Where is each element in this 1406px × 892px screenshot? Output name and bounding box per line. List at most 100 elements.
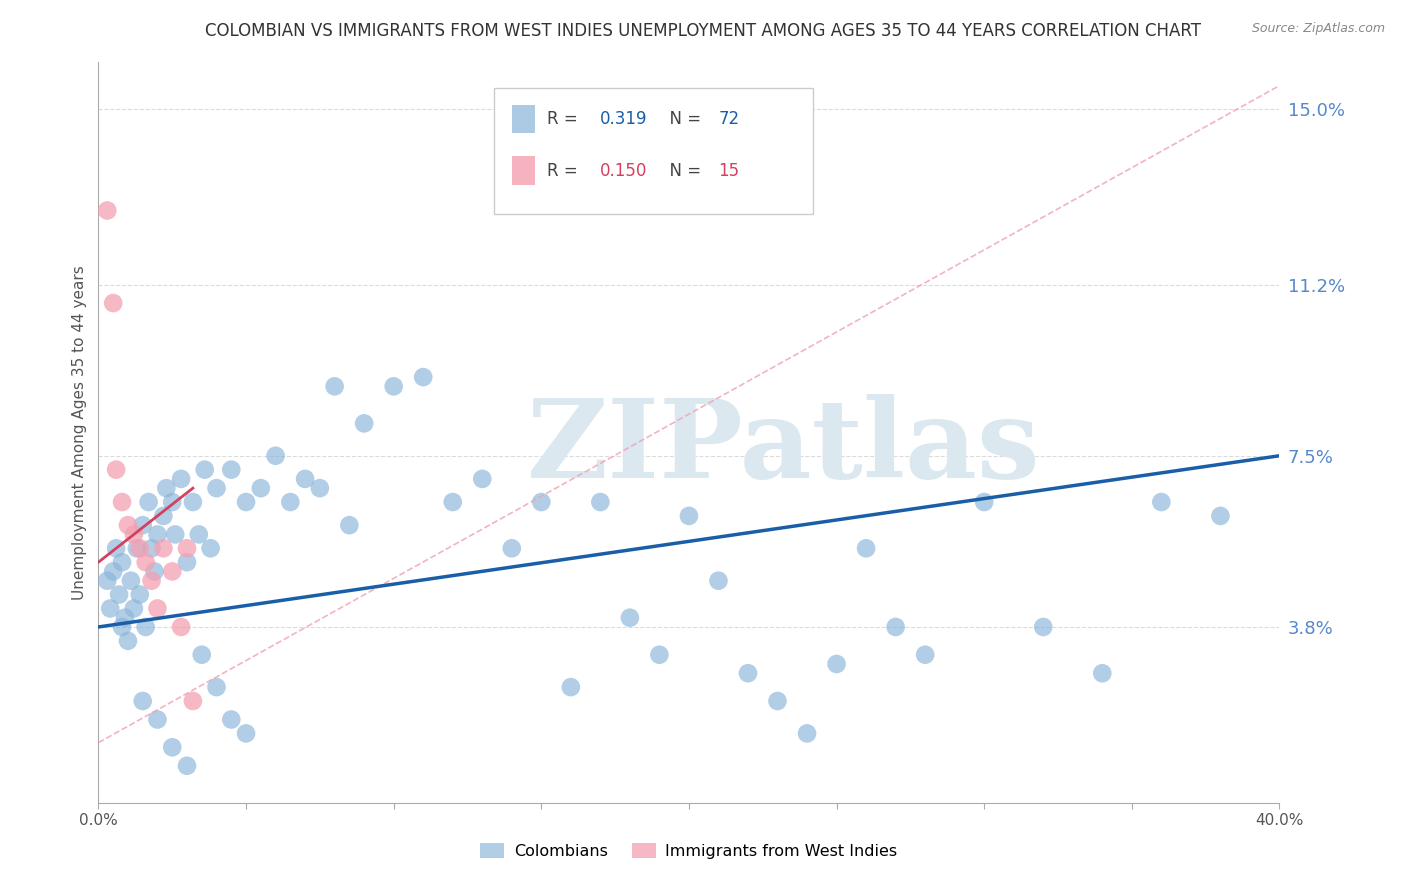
- Point: [323, 379, 346, 393]
- Text: R =: R =: [547, 110, 583, 128]
- Point: [181, 694, 204, 708]
- Point: [1091, 666, 1114, 681]
- Point: [103, 296, 125, 310]
- Point: [146, 601, 169, 615]
- Point: [141, 574, 163, 588]
- Point: [141, 541, 163, 556]
- Point: [737, 666, 759, 681]
- Point: [135, 620, 157, 634]
- Point: [250, 481, 273, 495]
- Point: [128, 588, 150, 602]
- Point: [766, 694, 789, 708]
- Point: [135, 555, 157, 569]
- Point: [280, 495, 302, 509]
- Text: COLOMBIAN VS IMMIGRANTS FROM WEST INDIES UNEMPLOYMENT AMONG AGES 35 TO 44 YEARS : COLOMBIAN VS IMMIGRANTS FROM WEST INDIES…: [205, 22, 1201, 40]
- Point: [176, 541, 198, 556]
- Point: [103, 565, 125, 579]
- Point: [205, 481, 228, 495]
- Point: [143, 565, 166, 579]
- Point: [111, 620, 134, 634]
- Point: [170, 472, 193, 486]
- Point: [855, 541, 877, 556]
- Legend: Colombians, Immigrants from West Indies: Colombians, Immigrants from West Indies: [474, 837, 904, 865]
- FancyBboxPatch shape: [494, 88, 813, 214]
- Point: [501, 541, 523, 556]
- Point: [170, 620, 193, 634]
- Point: [235, 495, 257, 509]
- Point: [471, 472, 494, 486]
- Point: [619, 610, 641, 624]
- Point: [191, 648, 214, 662]
- Point: [146, 527, 169, 541]
- Point: [117, 518, 139, 533]
- Point: [114, 610, 136, 624]
- Point: [105, 462, 128, 476]
- Point: [162, 740, 183, 755]
- Point: [914, 648, 936, 662]
- Point: [105, 541, 128, 556]
- Point: [194, 462, 217, 476]
- Point: [152, 541, 174, 556]
- Point: [441, 495, 464, 509]
- Point: [111, 555, 134, 569]
- Text: 15: 15: [718, 161, 740, 179]
- Point: [648, 648, 671, 662]
- Point: [128, 541, 150, 556]
- Point: [176, 758, 198, 772]
- Point: [796, 726, 818, 740]
- Point: [353, 417, 375, 431]
- Point: [122, 601, 145, 615]
- Text: N =: N =: [659, 161, 707, 179]
- Point: [221, 462, 243, 476]
- Point: [884, 620, 907, 634]
- Point: [181, 495, 204, 509]
- Point: [176, 555, 198, 569]
- Point: [1032, 620, 1054, 634]
- FancyBboxPatch shape: [512, 104, 536, 133]
- Point: [98, 601, 121, 615]
- Text: R =: R =: [547, 161, 583, 179]
- Point: [200, 541, 222, 556]
- Point: [165, 527, 187, 541]
- Point: [146, 713, 169, 727]
- Point: [309, 481, 332, 495]
- Point: [221, 713, 243, 727]
- Text: 72: 72: [718, 110, 740, 128]
- Point: [264, 449, 287, 463]
- Text: 0.319: 0.319: [600, 110, 648, 128]
- Text: 0.150: 0.150: [600, 161, 648, 179]
- Point: [96, 574, 118, 588]
- Point: [1150, 495, 1173, 509]
- Point: [339, 518, 361, 533]
- Point: [825, 657, 848, 671]
- FancyBboxPatch shape: [512, 156, 536, 185]
- Point: [530, 495, 553, 509]
- Point: [187, 527, 209, 541]
- Point: [155, 481, 177, 495]
- Point: [589, 495, 612, 509]
- Point: [294, 472, 316, 486]
- Point: [132, 694, 155, 708]
- Point: [96, 203, 118, 218]
- Point: [120, 574, 142, 588]
- Point: [132, 518, 155, 533]
- Point: [108, 588, 131, 602]
- Text: Source: ZipAtlas.com: Source: ZipAtlas.com: [1251, 22, 1385, 36]
- Point: [205, 680, 228, 694]
- Point: [235, 726, 257, 740]
- Point: [973, 495, 995, 509]
- Point: [1209, 508, 1232, 523]
- Point: [125, 541, 148, 556]
- Y-axis label: Unemployment Among Ages 35 to 44 years: Unemployment Among Ages 35 to 44 years: [72, 265, 87, 600]
- Point: [162, 565, 183, 579]
- Point: [412, 370, 434, 384]
- Point: [122, 527, 145, 541]
- Point: [117, 633, 139, 648]
- Text: N =: N =: [659, 110, 707, 128]
- Point: [152, 508, 174, 523]
- Point: [382, 379, 405, 393]
- Text: ZIPatlas: ZIPatlas: [527, 394, 1040, 501]
- Point: [111, 495, 134, 509]
- Point: [138, 495, 160, 509]
- Point: [707, 574, 730, 588]
